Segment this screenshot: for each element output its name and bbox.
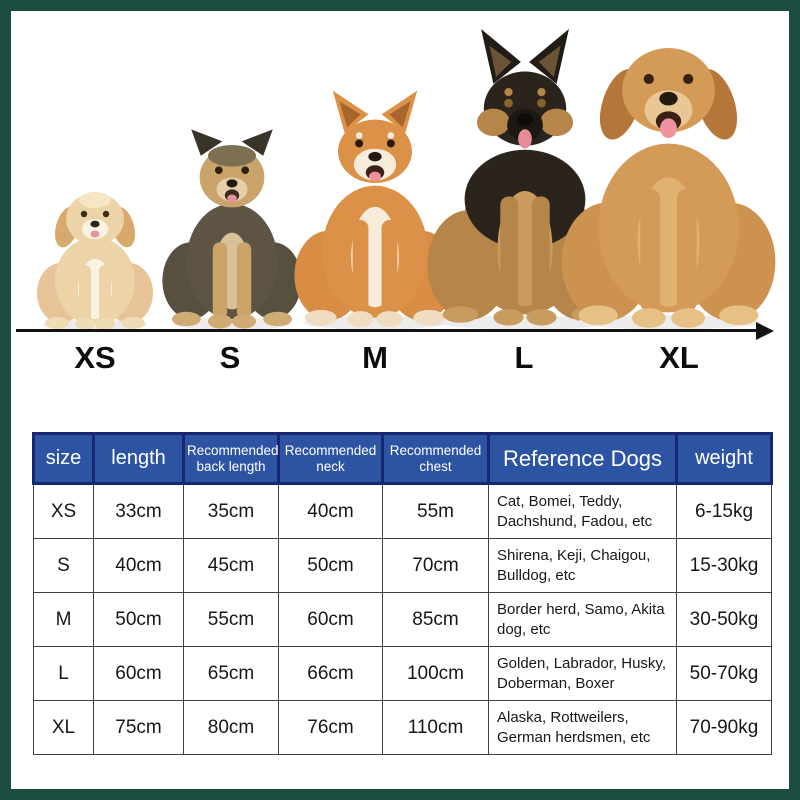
cell-chest: 55m [382, 483, 489, 539]
size-axis-label-s: S [219, 340, 241, 375]
size-axis-label-l: L [514, 340, 534, 375]
cell-chest: 100cm [382, 646, 489, 701]
dog-xl-golden-retriever-icon [561, 48, 776, 330]
cell-weight: 15-30kg [676, 538, 772, 593]
header-back-length: Recommended back length [182, 432, 280, 485]
cell-chest: 85cm [382, 592, 489, 647]
cell-back: 65cm [183, 646, 279, 701]
cell-chest: 70cm [382, 538, 489, 593]
size-axis-label-xs: XS [74, 340, 116, 375]
table-row-s: S 40cm 45cm 50cm 70cm Shirena, Keji, Cha… [33, 538, 772, 593]
dog-s-yorkshire-terrier-icon [162, 129, 302, 330]
cell-reference-dogs: Border herd, Samo, Akita dog, etc [488, 592, 677, 647]
size-axis-arrowhead-icon [756, 322, 774, 340]
table-row-m: M 50cm 55cm 60cm 85cm Border herd, Samo,… [33, 592, 772, 647]
header-neck: Recommended neck [277, 432, 384, 485]
cell-neck: 76cm [278, 700, 383, 755]
cell-size: L [33, 646, 94, 701]
cell-chest: 110cm [382, 700, 489, 755]
cell-back: 35cm [183, 483, 279, 539]
table-row-xl: XL 75cm 80cm 76cm 110cm Alaska, Rottweil… [33, 700, 772, 755]
dog-xs-cream-puppy-icon [37, 192, 153, 330]
cell-weight: 50-70kg [676, 646, 772, 701]
cell-neck: 60cm [278, 592, 383, 647]
cell-reference-dogs: Cat, Bomei, Teddy, Dachshund, Fadou, etc [488, 483, 677, 539]
cell-length: 33cm [93, 483, 184, 539]
size-chart-table: size length Recommended back length Reco… [32, 432, 773, 755]
cell-length: 50cm [93, 592, 184, 647]
size-axis-arrow-line [16, 329, 762, 332]
cell-weight: 70-90kg [676, 700, 772, 755]
header-reference-dogs: Reference Dogs [487, 432, 678, 485]
cell-size: M [33, 592, 94, 647]
size-axis-label-xl: XL [659, 340, 699, 375]
cell-size: XL [33, 700, 94, 755]
header-length: length [92, 432, 185, 485]
header-chest: Recommended chest [381, 432, 490, 485]
table-header-row: size length Recommended back length Reco… [32, 432, 773, 485]
cell-neck: 66cm [278, 646, 383, 701]
cell-neck: 40cm [278, 483, 383, 539]
cell-reference-dogs: Shirena, Keji, Chaigou, Bulldog, etc [488, 538, 677, 593]
cell-weight: 6-15kg [676, 483, 772, 539]
cell-size: S [33, 538, 94, 593]
cell-neck: 50cm [278, 538, 383, 593]
table-row-xs: XS 33cm 35cm 40cm 55m Cat, Bomei, Teddy,… [33, 483, 772, 539]
header-weight: weight [675, 432, 773, 485]
header-size: size [32, 432, 95, 485]
cell-length: 75cm [93, 700, 184, 755]
cell-back: 45cm [183, 538, 279, 593]
cell-reference-dogs: Golden, Labrador, Husky, Doberman, Boxer [488, 646, 677, 701]
table-row-l: L 60cm 65cm 66cm 100cm Golden, Labrador,… [33, 646, 772, 701]
cell-reference-dogs: Alaska, Rottweilers, German herdsmen, et… [488, 700, 677, 755]
cell-weight: 30-50kg [676, 592, 772, 647]
size-axis-label-m: M [362, 340, 388, 375]
cell-length: 60cm [93, 646, 184, 701]
cell-back: 55cm [183, 592, 279, 647]
cell-length: 40cm [93, 538, 184, 593]
cell-size: XS [33, 483, 94, 539]
cell-back: 80cm [183, 700, 279, 755]
